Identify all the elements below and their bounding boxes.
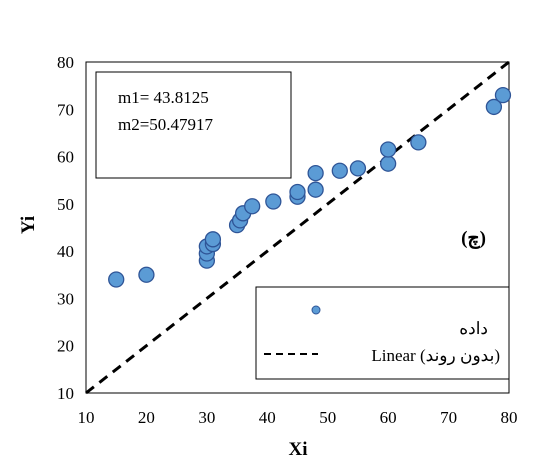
annotation-box (95, 71, 292, 179)
y-tick-label: 60 (57, 148, 74, 167)
y-tick-label: 50 (57, 195, 74, 214)
data-point (265, 193, 282, 210)
legend-box (255, 286, 510, 380)
data-point (244, 198, 261, 215)
data-point (379, 141, 397, 158)
y-tick-label: 40 (57, 242, 74, 261)
x-tick-label: 60 (380, 408, 397, 427)
data-point (379, 155, 397, 172)
data-point (485, 98, 503, 116)
legend-marker-data (311, 305, 321, 315)
data-point (307, 181, 324, 198)
x-tick-label: 50 (319, 408, 336, 427)
y-tick-label: 20 (57, 337, 74, 356)
y-axis-title: Yi (18, 216, 39, 234)
data-point (307, 164, 324, 182)
data-point (349, 160, 367, 177)
data-point (204, 231, 222, 248)
x-tick-label: 40 (259, 408, 276, 427)
y-tick-label: 70 (57, 100, 74, 119)
legend-label-data: داده (459, 319, 488, 338)
x-axis-title: Xi (289, 439, 308, 460)
x-tick-label: 20 (138, 408, 155, 427)
plot-area-frame (85, 61, 510, 394)
data-point (108, 271, 125, 288)
data-point (289, 183, 306, 201)
y-tick-label: 30 (57, 289, 74, 308)
x-tick-label: 10 (78, 408, 95, 427)
data-point (138, 266, 155, 283)
panel-label: (چ) (461, 228, 486, 249)
x-tick-label: 70 (440, 408, 457, 427)
data-point (331, 162, 348, 179)
data-point (494, 86, 512, 104)
data-point (410, 134, 427, 151)
y-tick-label: 80 (57, 53, 74, 72)
x-tick-label: 80 (501, 408, 518, 427)
annotation-m2: m2=50.47917 (118, 115, 214, 134)
annotation-m1: m1= 43.8125 (118, 88, 209, 107)
x-tick-label: 30 (198, 408, 215, 427)
y-tick-label: 10 (57, 384, 74, 403)
trend-line-linear (85, 60, 510, 395)
legend-label-linear: Linear (بدون روند) (371, 346, 500, 366)
